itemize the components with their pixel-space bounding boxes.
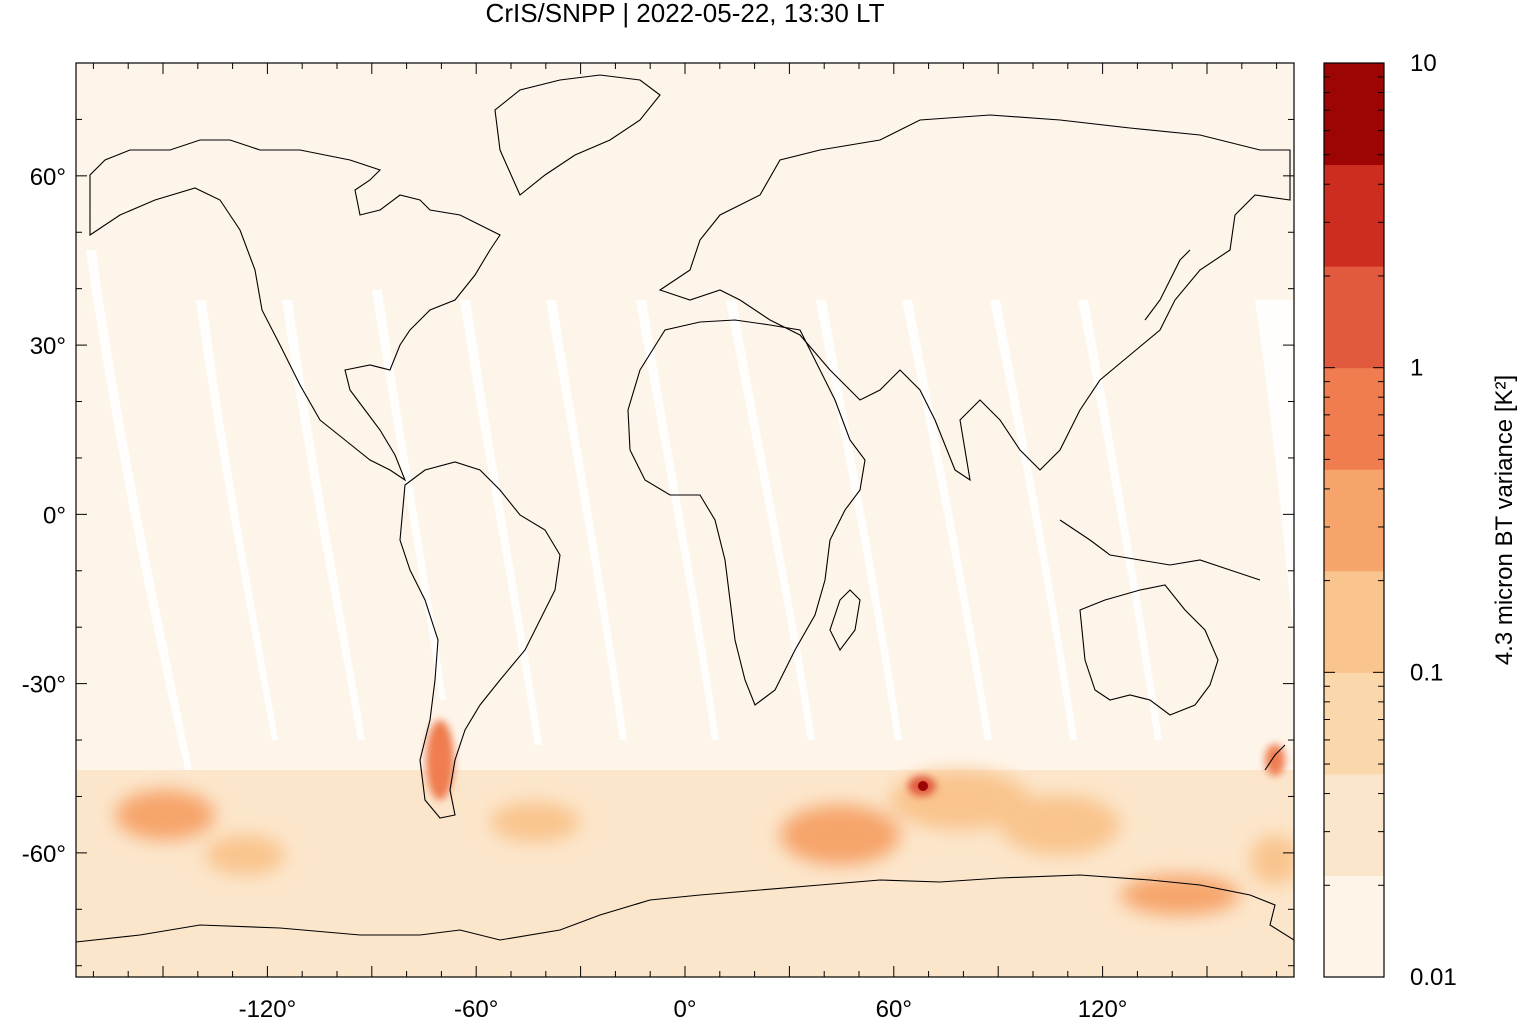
colorbar-frame <box>1323 62 1385 978</box>
colorbar-segment <box>1324 672 1384 775</box>
y-axis-labels: 60° 30° 0° -30° -60° <box>22 164 66 868</box>
swath-gap <box>726 300 815 740</box>
swath-gap <box>816 300 902 740</box>
x-tick-label: 0° <box>674 996 697 1020</box>
blob <box>1120 875 1240 915</box>
x-tick-label: -120° <box>239 996 297 1020</box>
swath-gap <box>86 250 196 790</box>
variance-field <box>76 720 1294 977</box>
swath-gap <box>636 300 719 740</box>
swath-gap <box>282 300 365 740</box>
x-tick-label: 60° <box>876 996 912 1020</box>
antarctica-coast <box>76 874 1294 943</box>
blob <box>115 790 215 840</box>
colorbar-segment <box>1324 63 1384 166</box>
swath-gap <box>1078 300 1162 740</box>
colorbar-label: 4.3 micron BT variance [K²] <box>1491 375 1518 665</box>
madagascar-coast <box>829 589 861 652</box>
map-ticks <box>76 62 1294 977</box>
map-area <box>76 63 1294 977</box>
blob <box>1250 835 1294 885</box>
plot-title: CrIS/SNPP | 2022-05-22, 13:30 LT <box>486 0 885 28</box>
colorbar <box>1324 63 1384 978</box>
y-tick-label: -30° <box>22 672 66 699</box>
colorbar-tick-label: 0.01 <box>1410 964 1457 991</box>
africa-coast <box>627 319 866 706</box>
australia-coast <box>1079 584 1219 716</box>
colorbar-segment <box>1324 266 1384 369</box>
greenland-coast <box>494 74 661 196</box>
blob <box>1000 795 1120 855</box>
coastlines <box>76 74 1294 943</box>
colorbar-ticks <box>1324 76 1384 978</box>
colorbar-segment <box>1324 875 1384 978</box>
eurasia-coast <box>658 114 1291 482</box>
kerguelen-peak <box>918 781 928 791</box>
y-tick-label: 30° <box>30 333 66 360</box>
swath-gap <box>460 300 542 745</box>
swath-gap <box>990 300 1077 740</box>
swath-gap <box>1255 300 1294 620</box>
new-zealand-coast <box>1264 744 1286 771</box>
colorbar-segment <box>1324 570 1384 673</box>
new-zealand-hotspot <box>1265 744 1285 776</box>
colorbar-segment <box>1324 164 1384 267</box>
patagonia-hotspot <box>426 720 454 800</box>
swath-gap <box>372 290 446 700</box>
x-tick-label: 120° <box>1078 996 1128 1020</box>
indonesia-coast <box>1059 519 1261 581</box>
colorbar-tick-label: 10 <box>1410 50 1437 77</box>
colorbar-segment <box>1324 773 1384 876</box>
y-tick-label: 0° <box>43 502 66 529</box>
colorbar-tick-labels: 10 1 0.1 0.01 <box>1410 50 1457 991</box>
swath-gaps <box>86 250 1294 790</box>
swath-gap <box>902 300 992 740</box>
blob <box>780 805 900 865</box>
japan-coast <box>1144 249 1191 321</box>
x-tick-label: -60° <box>454 996 498 1020</box>
blob <box>205 835 285 875</box>
colorbar-tick-label: 1 <box>1410 355 1423 382</box>
blob <box>490 802 580 842</box>
south-america-coast <box>399 461 561 819</box>
colorbar-segment <box>1324 367 1384 470</box>
x-axis-labels: -120° -60° 0° 60° 120° <box>239 996 1128 1020</box>
y-tick-label: -60° <box>22 841 66 868</box>
swath-gap <box>546 300 627 740</box>
colorbar-segment <box>1324 469 1384 572</box>
colorbar-tick-label: 0.1 <box>1410 659 1443 686</box>
swath-gap <box>196 300 278 740</box>
north-america-coast <box>89 139 501 482</box>
y-tick-label: 60° <box>30 164 66 191</box>
